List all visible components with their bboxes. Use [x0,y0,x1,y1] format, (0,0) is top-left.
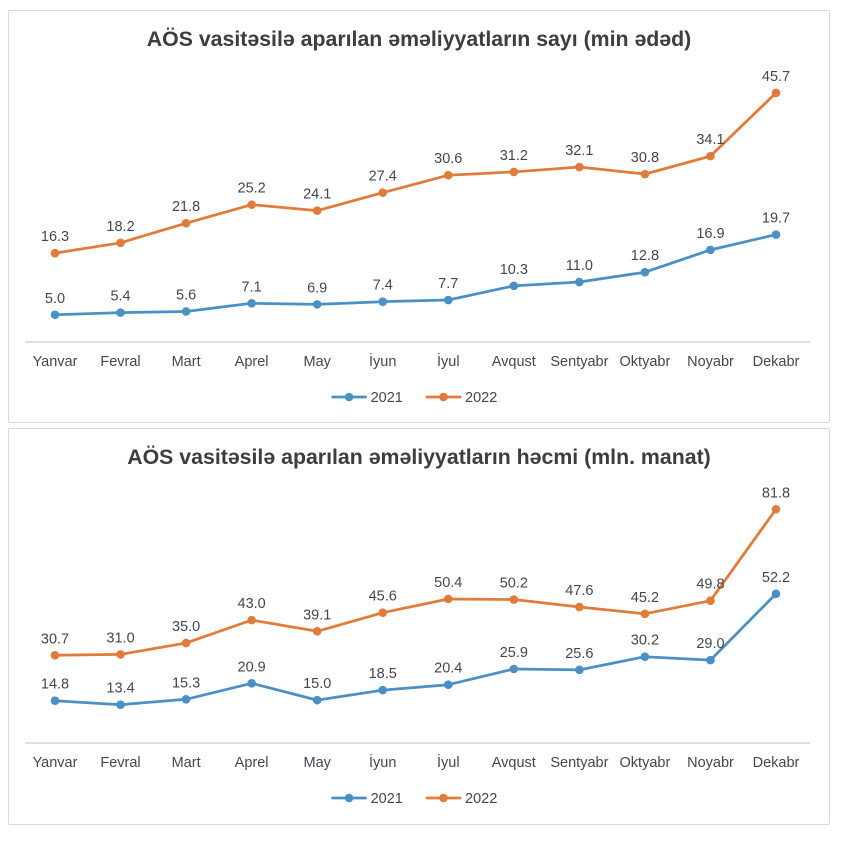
svg-text:7.7: 7.7 [438,276,458,292]
svg-text:İyun: İyun [369,352,396,370]
svg-text:7.1: 7.1 [242,279,262,295]
svg-text:2021: 2021 [371,791,403,807]
svg-text:Aprel: Aprel [235,755,269,771]
svg-text:AÖS vasitəsilə aparılan əməliy: AÖS vasitəsilə aparılan əməliyyatların s… [147,26,692,51]
svg-text:Noyabr: Noyabr [687,354,734,370]
svg-text:May: May [303,354,331,370]
svg-text:19.7: 19.7 [762,211,790,227]
svg-text:32.1: 32.1 [565,143,593,159]
svg-text:30.8: 30.8 [631,150,659,166]
svg-text:Fevral: Fevral [100,755,140,771]
svg-text:15.3: 15.3 [172,675,200,691]
svg-text:49.8: 49.8 [696,577,724,593]
svg-text:12.8: 12.8 [631,248,659,264]
svg-text:52.2: 52.2 [762,570,790,586]
svg-text:34.1: 34.1 [696,132,724,148]
svg-text:18.2: 18.2 [106,219,134,235]
svg-text:2021: 2021 [371,390,403,406]
svg-text:13.4: 13.4 [106,681,134,697]
svg-text:Avqust: Avqust [492,755,536,771]
svg-text:20.4: 20.4 [434,661,462,677]
svg-text:5.0: 5.0 [45,291,65,307]
svg-text:Dekabr: Dekabr [753,755,800,771]
svg-text:10.3: 10.3 [500,262,528,278]
svg-text:Noyabr: Noyabr [687,755,734,771]
svg-text:May: May [303,755,331,771]
svg-text:25.2: 25.2 [238,181,266,197]
svg-text:31.2: 31.2 [500,148,528,164]
svg-text:50.4: 50.4 [434,575,462,591]
svg-text:2022: 2022 [465,390,497,406]
svg-text:Oktyabr: Oktyabr [620,755,671,771]
svg-text:16.9: 16.9 [696,226,724,242]
svg-text:İyul: İyul [437,352,460,370]
svg-text:27.4: 27.4 [369,169,397,185]
svg-text:25.9: 25.9 [500,645,528,661]
svg-text:35.0: 35.0 [172,619,200,635]
svg-text:Sentyabr: Sentyabr [550,354,608,370]
svg-text:Mart: Mart [172,354,201,370]
svg-text:15.0: 15.0 [303,676,331,692]
svg-text:30.2: 30.2 [631,633,659,649]
svg-text:16.3: 16.3 [41,229,69,245]
svg-text:21.8: 21.8 [172,199,200,215]
svg-text:Dekabr: Dekabr [753,354,800,370]
svg-text:45.7: 45.7 [762,69,790,85]
svg-text:İyul: İyul [437,753,460,771]
svg-text:43.0: 43.0 [238,596,266,612]
svg-text:18.5: 18.5 [369,666,397,682]
svg-text:Oktyabr: Oktyabr [620,354,671,370]
svg-text:5.6: 5.6 [176,287,196,303]
svg-text:7.4: 7.4 [373,278,393,294]
svg-text:50.2: 50.2 [500,576,528,592]
svg-text:30.7: 30.7 [41,631,69,647]
svg-text:47.6: 47.6 [565,583,593,599]
svg-text:11.0: 11.0 [566,258,593,274]
svg-text:30.6: 30.6 [434,151,462,167]
svg-text:Avqust: Avqust [492,354,536,370]
svg-text:Sentyabr: Sentyabr [550,755,608,771]
svg-text:İyun: İyun [369,753,396,771]
svg-text:AÖS vasitəsilə aparılan əməliy: AÖS vasitəsilə aparılan əməliyyatların h… [127,444,711,469]
svg-text:45.6: 45.6 [369,589,397,605]
svg-text:6.9: 6.9 [307,280,327,296]
svg-text:Fevral: Fevral [100,354,140,370]
svg-text:20.9: 20.9 [238,659,266,675]
svg-text:5.4: 5.4 [110,289,130,305]
svg-text:24.1: 24.1 [303,187,331,203]
svg-text:25.6: 25.6 [565,646,593,662]
svg-text:81.8: 81.8 [762,485,790,501]
svg-text:Yanvar: Yanvar [33,755,78,771]
svg-text:45.2: 45.2 [631,590,659,606]
svg-text:39.1: 39.1 [303,607,331,623]
svg-text:14.8: 14.8 [41,677,69,693]
svg-text:31.0: 31.0 [106,630,134,646]
svg-text:29.0: 29.0 [696,636,724,652]
svg-text:Yanvar: Yanvar [33,354,78,370]
svg-text:Mart: Mart [172,755,201,771]
svg-text:Aprel: Aprel [235,354,269,370]
svg-text:2022: 2022 [465,791,497,807]
